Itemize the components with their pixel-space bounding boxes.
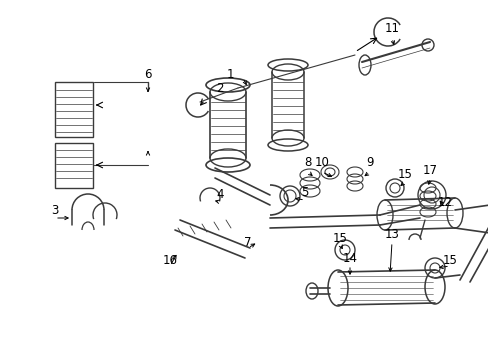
Text: 13: 13 bbox=[384, 229, 399, 242]
Text: 15: 15 bbox=[332, 231, 347, 244]
Text: 7: 7 bbox=[244, 235, 251, 248]
Text: 1: 1 bbox=[226, 68, 233, 81]
Text: 6: 6 bbox=[144, 68, 151, 81]
Text: 15: 15 bbox=[397, 168, 411, 181]
Text: 15: 15 bbox=[442, 253, 456, 266]
Text: 12: 12 bbox=[437, 195, 451, 208]
Text: 14: 14 bbox=[342, 252, 357, 265]
Text: 17: 17 bbox=[422, 163, 437, 176]
Text: 5: 5 bbox=[301, 186, 308, 199]
Text: 16: 16 bbox=[162, 253, 177, 266]
Text: 2: 2 bbox=[216, 81, 224, 94]
Text: 9: 9 bbox=[366, 157, 373, 170]
Text: 11: 11 bbox=[384, 22, 399, 35]
Text: 10: 10 bbox=[314, 157, 329, 170]
Text: 4: 4 bbox=[216, 189, 224, 202]
Text: 8: 8 bbox=[304, 157, 311, 170]
Text: 3: 3 bbox=[51, 203, 59, 216]
Bar bbox=[55, 143, 93, 188]
Bar bbox=[55, 82, 93, 137]
